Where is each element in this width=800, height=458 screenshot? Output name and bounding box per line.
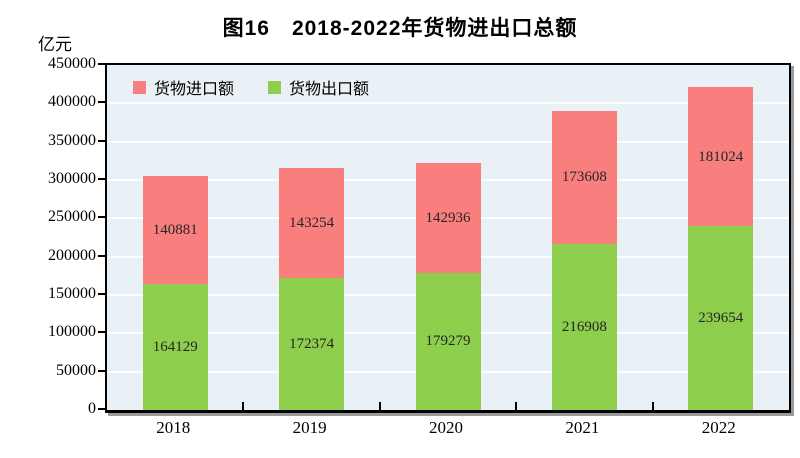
bar-segment-export-2020 <box>415 272 481 410</box>
plot-area: 货物进口额 货物出口额 164129 140881 172374 143254 1792… <box>105 63 791 413</box>
bar-label-export-2021: 216908 <box>561 318 607 335</box>
x-category-label-2020: 2020 <box>428 418 463 437</box>
y-tick-label-250000: 250000 <box>48 208 96 226</box>
bar-segment-import-2020 <box>415 162 481 273</box>
y-tick-label-150000: 150000 <box>48 285 96 302</box>
x-tick-mark <box>378 402 381 410</box>
bar-label-export-2020: 179279 <box>425 333 471 350</box>
y-tick-label-450000: 450000 <box>48 55 96 72</box>
x-tick-mark <box>651 402 654 410</box>
bar-segment-export-2021 <box>551 243 617 410</box>
y-tick-label-0: 0 <box>88 400 96 417</box>
gridline <box>107 140 789 143</box>
bar-label-import-2018: 140881 <box>152 222 198 239</box>
bar-segment-export-2018 <box>142 284 208 410</box>
legend: 货物进口额 货物出口额 <box>133 75 369 99</box>
y-tick-mark <box>98 63 106 65</box>
legend-swatch-import-icon <box>133 80 146 94</box>
bar-segment-export-2022 <box>688 226 754 410</box>
bar-label-export-2019: 172374 <box>289 335 335 352</box>
y-tick-label-200000: 200000 <box>48 246 96 264</box>
y-tick-label-100000: 100000 <box>48 323 96 341</box>
bar-segment-import-2018 <box>142 176 208 285</box>
y-tick-mark <box>98 254 106 257</box>
y-tick-mark <box>98 139 106 142</box>
y-tick-mark <box>98 331 106 334</box>
bar-label-import-2020: 142936 <box>425 209 471 226</box>
bar-segment-export-2019 <box>279 277 345 410</box>
bar-label-export-2022: 239654 <box>698 310 744 327</box>
bar-label-import-2022: 181024 <box>698 148 744 165</box>
x-tick-mark <box>515 402 518 410</box>
x-tick-mark <box>242 402 245 410</box>
y-tick-mark <box>98 293 106 295</box>
bar-label-export-2018: 164129 <box>152 339 198 356</box>
x-category-label-2022: 2022 <box>701 418 736 437</box>
legend-swatch-export-icon <box>268 80 282 94</box>
bar-label-import-2019: 143254 <box>289 214 335 231</box>
x-category-label-2018: 2018 <box>156 418 191 437</box>
legend-label-import: 货物进口额 <box>154 81 235 98</box>
bar-segment-import-2022 <box>688 87 754 227</box>
bar-segment-import-2019 <box>279 168 345 278</box>
y-axis-unit-label: 亿元 <box>38 35 72 54</box>
legend-label-export: 货物出口额 <box>289 81 370 98</box>
gridline <box>107 102 789 105</box>
y-tick-mark <box>98 369 106 372</box>
y-tick-mark <box>98 216 106 219</box>
y-tick-mark <box>98 408 106 410</box>
x-category-label-2021: 2021 <box>565 418 600 437</box>
y-tick-label-400000: 400000 <box>48 93 96 111</box>
y-tick-mark <box>98 101 106 104</box>
bar-label-import-2021: 173608 <box>561 169 607 186</box>
y-tick-mark <box>98 178 106 180</box>
x-category-label-2019: 2019 <box>292 418 327 437</box>
chart-title: 图16 2018-2022年货物进出口总额 <box>222 17 578 40</box>
bar-segment-import-2021 <box>551 110 617 244</box>
y-tick-label-50000: 50000 <box>56 361 96 379</box>
y-tick-label-350000: 350000 <box>48 131 96 149</box>
y-tick-label-300000: 300000 <box>48 170 96 187</box>
